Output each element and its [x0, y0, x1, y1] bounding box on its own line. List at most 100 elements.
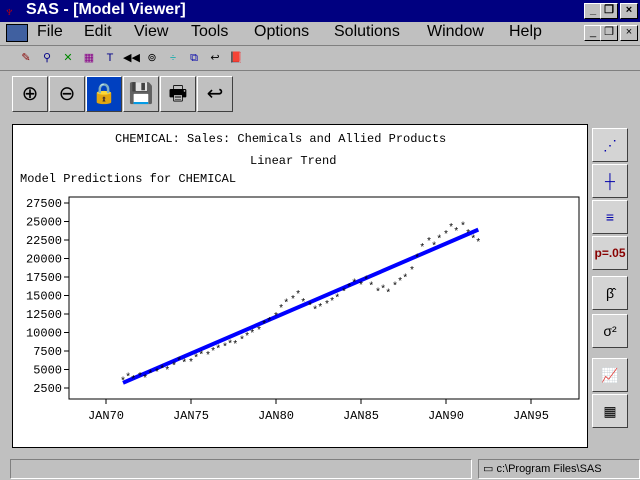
- model-icon[interactable]: ✕: [63, 52, 73, 64]
- rewind-icon[interactable]: ◀◀: [123, 52, 140, 64]
- white-noise-button[interactable]: p=.05: [592, 236, 628, 270]
- undo-button[interactable]: ↩: [197, 76, 233, 112]
- menu-edit[interactable]: Edit: [84, 23, 112, 40]
- actual-point: *: [436, 234, 442, 246]
- actual-point: *: [232, 340, 238, 352]
- actual-point: *: [317, 303, 323, 315]
- y-tick-label: 10000: [26, 327, 62, 341]
- actual-point: *: [147, 369, 153, 381]
- actual-point: *: [215, 344, 221, 356]
- actual-point: *: [261, 320, 267, 332]
- actual-point: *: [278, 303, 284, 315]
- actual-point: *: [171, 361, 177, 373]
- actual-point: *: [137, 371, 143, 383]
- menu-bar: File Edit View Tools Options Solutions W…: [0, 22, 640, 44]
- zoom-in-button[interactable]: ⊕: [12, 76, 48, 112]
- menu-options[interactable]: Options: [254, 23, 310, 40]
- actual-point: *: [402, 273, 408, 285]
- actual-point: *: [273, 311, 279, 323]
- actual-point: *: [154, 368, 160, 380]
- actual-point: *: [324, 300, 330, 312]
- y-tick-label: 12500: [26, 308, 62, 322]
- actual-point: *: [414, 253, 420, 265]
- lock-button[interactable]: 🔒: [86, 76, 122, 112]
- actual-point: *: [283, 298, 289, 310]
- actual-point: *: [130, 374, 136, 386]
- actual-point: *: [176, 356, 182, 368]
- actual-point: *: [227, 339, 233, 351]
- print-button[interactable]: 🖶: [160, 76, 196, 112]
- actual-point: *: [334, 293, 340, 305]
- actual-point: *: [142, 374, 148, 386]
- statistics-button[interactable]: σ²: [592, 314, 628, 348]
- doc-close-button[interactable]: ×: [620, 25, 638, 41]
- x-tick-label: JAN70: [88, 409, 124, 423]
- parameter-estimates-button[interactable]: β̂: [592, 276, 628, 310]
- actual-point: *: [159, 364, 165, 376]
- plot-frame: [68, 196, 580, 400]
- edit-icon[interactable]: ✎: [21, 52, 31, 64]
- table-icon[interactable]: ▦: [83, 52, 95, 64]
- actual-point: *: [465, 229, 471, 241]
- title-bar: ♆ SAS - [Model Viewer] _ ❐ ×: [0, 0, 640, 22]
- align-icon[interactable]: ÷: [169, 52, 177, 64]
- return-icon[interactable]: ↩: [210, 52, 220, 64]
- save-button[interactable]: 💾: [123, 76, 159, 112]
- actual-point: *: [426, 237, 432, 249]
- residuals-button[interactable]: ┼: [592, 164, 628, 198]
- window-icon[interactable]: ⧉: [190, 52, 198, 64]
- actual-point: *: [249, 329, 255, 341]
- actual-point: *: [244, 331, 250, 343]
- zoom-out-button[interactable]: ⊖: [49, 76, 85, 112]
- text-icon[interactable]: T: [106, 52, 114, 64]
- actual-point: *: [341, 287, 347, 299]
- actual-point: *: [431, 241, 437, 253]
- menu-solutions[interactable]: Solutions: [334, 23, 400, 40]
- x-tick-label: JAN95: [513, 409, 549, 423]
- autocorrelation-button[interactable]: ≡: [592, 200, 628, 234]
- bookmark-icon[interactable]: ⊚: [147, 52, 157, 64]
- forecast-table-button[interactable]: ▦: [592, 394, 628, 428]
- actual-point: *: [397, 277, 403, 289]
- variable-icon[interactable]: ⚲: [42, 52, 52, 64]
- actual-point: *: [358, 280, 364, 292]
- book-icon[interactable]: 📕: [229, 52, 243, 64]
- menu-tools[interactable]: Tools: [191, 23, 229, 40]
- menu-file[interactable]: File: [37, 23, 63, 40]
- restore-button[interactable]: ❐: [600, 3, 618, 19]
- actual-point: *: [409, 266, 415, 278]
- menu-view[interactable]: View: [134, 23, 169, 40]
- actual-point: *: [300, 297, 306, 309]
- chart-subtitle: Linear Trend: [250, 154, 337, 168]
- close-button[interactable]: ×: [620, 3, 638, 19]
- document-icon[interactable]: [6, 24, 28, 42]
- x-tick-label: JAN80: [258, 409, 294, 423]
- y-tick-label: 20000: [26, 253, 62, 267]
- window-title: SAS - [Model Viewer]: [26, 1, 186, 18]
- actual-point: *: [460, 221, 466, 233]
- y-tick-label: 2500: [33, 382, 62, 396]
- actual-point: *: [363, 275, 369, 287]
- actual-point: *: [351, 278, 357, 290]
- actual-point: *: [448, 223, 454, 235]
- menu-help[interactable]: Help: [509, 23, 542, 40]
- y-tick-label: 27500: [26, 197, 62, 211]
- doc-restore-button[interactable]: ❐: [600, 25, 618, 41]
- y-tick-label: 25000: [26, 216, 62, 230]
- actual-point: *: [266, 317, 272, 329]
- menu-window[interactable]: Window: [427, 23, 484, 40]
- predictions-button[interactable]: ⋰: [592, 128, 628, 162]
- actual-point: *: [443, 229, 449, 241]
- status-bar: ▭ c:\Program Files\SAS: [0, 456, 640, 480]
- actual-point: *: [312, 305, 318, 317]
- forecast-graph-button[interactable]: 📈: [592, 358, 628, 392]
- y-axis-label: Model Predictions for CHEMICAL: [20, 172, 237, 186]
- y-tick-label: 17500: [26, 271, 62, 285]
- actual-point: *: [193, 353, 199, 365]
- actual-point: *: [329, 297, 335, 309]
- actual-point: *: [368, 281, 374, 293]
- actual-point: *: [453, 226, 459, 238]
- actual-point: *: [120, 376, 126, 388]
- actual-point: *: [475, 237, 481, 249]
- actual-point: *: [198, 350, 204, 362]
